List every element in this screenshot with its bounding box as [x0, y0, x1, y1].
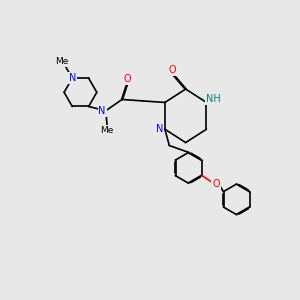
- Text: O: O: [212, 179, 220, 189]
- Text: O: O: [124, 74, 131, 84]
- Text: Me: Me: [100, 126, 114, 135]
- Text: N: N: [156, 124, 163, 134]
- Text: O: O: [169, 65, 176, 75]
- Text: N: N: [69, 73, 76, 83]
- Text: NH: NH: [206, 94, 220, 104]
- Text: N: N: [98, 106, 106, 116]
- Text: Me: Me: [55, 57, 69, 66]
